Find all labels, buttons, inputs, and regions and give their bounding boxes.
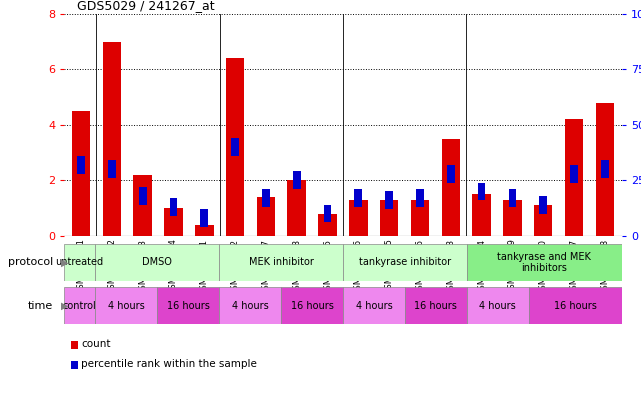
Bar (77, 156, 85, 174)
Text: 16 hours: 16 hours (554, 301, 597, 310)
Bar (467, 244, 622, 281)
Bar (565, 119, 583, 236)
Bar (64, 244, 95, 281)
Text: DMSO: DMSO (142, 257, 172, 267)
Bar (108, 160, 116, 178)
Text: 16 hours: 16 hours (167, 301, 210, 310)
Bar (343, 244, 467, 281)
Bar (219, 287, 281, 324)
Text: count: count (81, 339, 111, 349)
Text: 16 hours: 16 hours (290, 301, 333, 310)
Bar (95, 244, 219, 281)
Bar (219, 244, 343, 281)
Text: ▶: ▶ (62, 301, 69, 310)
Bar (354, 189, 362, 207)
Text: MEK inhibitor: MEK inhibitor (249, 257, 313, 267)
Text: 4 hours: 4 hours (356, 301, 392, 310)
Bar (133, 175, 152, 236)
Text: 16 hours: 16 hours (415, 301, 457, 310)
Bar (534, 205, 553, 236)
Bar (472, 194, 491, 236)
Bar (256, 197, 275, 236)
Text: ▶: ▶ (62, 257, 69, 267)
Bar (95, 287, 157, 324)
Text: time: time (28, 301, 53, 310)
Bar (139, 187, 147, 205)
Bar (385, 191, 393, 209)
Bar (324, 205, 331, 222)
Bar (281, 287, 343, 324)
Bar (64, 287, 95, 324)
Text: tankyrase inhibitor: tankyrase inhibitor (359, 257, 451, 267)
Text: control: control (63, 301, 96, 310)
Bar (442, 139, 460, 236)
Bar (416, 189, 424, 207)
Bar (447, 165, 454, 182)
Bar (103, 42, 121, 236)
Bar (405, 287, 467, 324)
Bar (319, 213, 337, 236)
Bar (164, 208, 183, 236)
Bar (411, 200, 429, 236)
Text: untreated: untreated (56, 257, 104, 267)
Bar (72, 111, 90, 236)
Bar (539, 196, 547, 213)
Bar (503, 200, 522, 236)
Bar (601, 160, 609, 178)
Text: 4 hours: 4 hours (231, 301, 269, 310)
Text: GDS5029 / 241267_at: GDS5029 / 241267_at (77, 0, 215, 12)
Bar (262, 189, 270, 207)
Bar (201, 209, 208, 227)
Bar (343, 287, 405, 324)
Text: tankyrase and MEK
inhibitors: tankyrase and MEK inhibitors (497, 252, 591, 273)
Bar (595, 103, 614, 236)
Bar (231, 138, 239, 156)
Bar (478, 182, 485, 200)
Bar (170, 198, 178, 216)
Bar (157, 287, 219, 324)
Bar (226, 58, 244, 236)
Bar (380, 200, 399, 236)
Bar (508, 189, 516, 207)
Bar (287, 180, 306, 236)
Text: protocol: protocol (8, 257, 53, 267)
Bar (195, 225, 213, 236)
Bar (529, 287, 622, 324)
Bar (467, 287, 529, 324)
Text: 4 hours: 4 hours (479, 301, 516, 310)
Bar (570, 165, 578, 182)
Bar (349, 200, 367, 236)
Bar (293, 171, 301, 189)
Text: percentile rank within the sample: percentile rank within the sample (81, 358, 257, 369)
Text: 4 hours: 4 hours (108, 301, 144, 310)
